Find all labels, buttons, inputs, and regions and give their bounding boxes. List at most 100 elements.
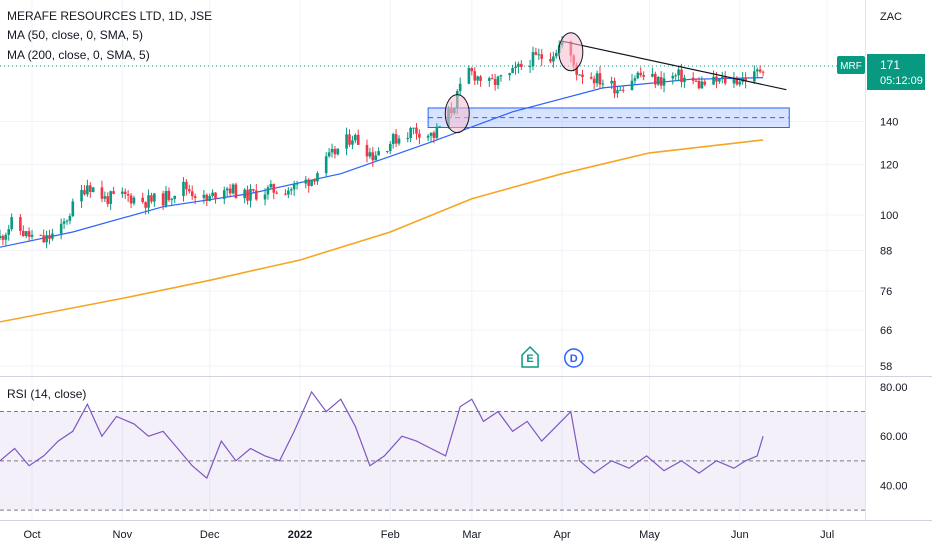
candle [697, 80, 701, 89]
ma200-line [0, 139, 764, 323]
rsi-legend: RSI (14, close) [7, 387, 87, 401]
candle [735, 78, 739, 85]
candle [374, 155, 378, 161]
candle [214, 192, 217, 199]
candle [208, 195, 211, 201]
countdown-label: 05:12:09 [880, 75, 923, 87]
candle [479, 76, 482, 81]
candle [327, 152, 331, 157]
candle [753, 71, 756, 82]
candle [575, 64, 578, 75]
candle [712, 76, 715, 85]
candle [68, 215, 72, 221]
time-tick-label: Dec [200, 529, 220, 541]
candle [397, 138, 401, 144]
candle [345, 134, 348, 149]
candle [589, 77, 593, 79]
candle [164, 190, 168, 206]
candle [528, 66, 532, 68]
candle [333, 148, 337, 155]
candle [473, 71, 477, 81]
time-tick-label: Mar [462, 529, 481, 541]
candle [581, 74, 584, 78]
candle [723, 76, 727, 84]
candle [720, 76, 724, 79]
candle [680, 69, 683, 83]
candle [531, 52, 535, 67]
trendline [561, 40, 787, 91]
candle [48, 235, 51, 239]
candle [211, 192, 214, 196]
candle [4, 234, 8, 240]
candle [540, 54, 544, 59]
price-tick-label: 58 [880, 361, 892, 373]
time-tick-label: Oct [23, 529, 40, 541]
candle [310, 179, 313, 186]
candle [426, 135, 430, 138]
event-marker-label: D [570, 353, 578, 365]
candle [549, 58, 552, 62]
candle [263, 194, 267, 200]
candle [272, 184, 276, 193]
candle [388, 143, 392, 151]
candle [42, 235, 45, 243]
candle [112, 191, 115, 194]
candle [243, 189, 246, 199]
price-tick-label: 66 [880, 325, 892, 337]
candle [651, 73, 654, 77]
rsi-pane [0, 390, 865, 511]
candle [511, 68, 514, 74]
candle [252, 189, 255, 191]
ma50-legend: MA (50, close, 0, SMA, 5) [7, 28, 144, 42]
candle [59, 223, 63, 234]
candle [703, 81, 707, 85]
candle [493, 79, 497, 86]
candle [30, 234, 34, 237]
candle [601, 83, 605, 85]
candle [406, 137, 410, 139]
candle [683, 77, 686, 83]
candle [88, 185, 92, 192]
candle [190, 191, 194, 197]
candle [371, 152, 375, 161]
candle [103, 196, 107, 199]
dividend-event-icon [564, 348, 584, 368]
candle [121, 191, 124, 194]
ma200-legend: MA (200, close, 0, SMA, 5) [7, 48, 150, 62]
ma50-line [0, 77, 764, 248]
candle [106, 196, 110, 204]
price-tick-label: 100 [880, 210, 898, 222]
candle [141, 197, 145, 203]
candle [246, 189, 249, 201]
candle [153, 193, 156, 202]
candle [202, 194, 206, 198]
candle [254, 190, 258, 200]
candle [715, 76, 718, 82]
candle [554, 52, 558, 57]
candle [51, 233, 54, 239]
candle [508, 73, 511, 76]
symbol-tag-label: MRF [840, 61, 862, 72]
candle [432, 132, 436, 138]
candle [694, 80, 698, 82]
candle [348, 134, 351, 145]
candle [83, 189, 86, 195]
candle [24, 231, 28, 237]
candle [520, 63, 523, 68]
candle [304, 179, 308, 184]
candle [429, 132, 433, 136]
rsi-band [0, 411, 865, 511]
candle [732, 78, 736, 84]
candle [330, 148, 334, 153]
candle [691, 77, 695, 81]
candle [496, 76, 500, 86]
candle [170, 198, 174, 200]
highlight-circle [444, 94, 470, 134]
candle [65, 220, 69, 222]
candle [517, 63, 520, 67]
candle [132, 197, 136, 204]
candle [552, 56, 555, 62]
candle [415, 127, 418, 134]
time-tick-label: Nov [113, 529, 133, 541]
